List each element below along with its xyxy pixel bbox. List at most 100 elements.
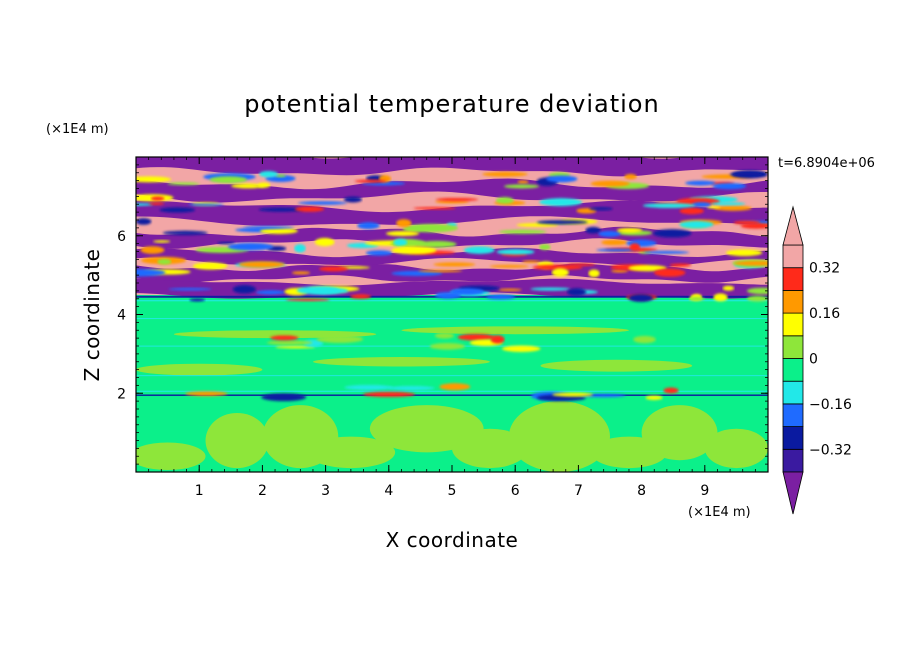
interface-speckle (319, 266, 348, 272)
interface-speckle (628, 294, 654, 302)
colorbar-tick-label: −0.32 (809, 442, 852, 458)
x-axis: 1 2 3 4 5 6 7 8 9 (148, 157, 769, 499)
y-tick-label: 6 (117, 229, 126, 245)
interface-speckle (238, 261, 286, 268)
colorbar-bin (782, 289, 804, 314)
interface-speckle (217, 241, 235, 245)
interface-speckle (669, 263, 692, 267)
interface-speckle (740, 223, 768, 229)
interface-speckle (496, 249, 535, 255)
x-tick-label: 4 (384, 483, 393, 499)
interface-speckle (316, 335, 364, 343)
colorbar-bin (782, 403, 804, 427)
interface-speckle (417, 240, 457, 248)
interface-speckle (722, 285, 735, 291)
interface-speckle (303, 339, 324, 347)
interface-speckle (153, 240, 171, 243)
time-label: t=6.8904e+06 (778, 156, 875, 171)
interface-speckle (596, 248, 640, 252)
colorbar-over-triangle (782, 205, 804, 246)
interface-speckle (590, 180, 630, 187)
interface-speckle (434, 332, 454, 339)
contour-field (136, 157, 768, 472)
x-tick-label: 8 (637, 483, 646, 499)
filament (136, 390, 768, 392)
interface-speckle (162, 230, 208, 236)
lime-patch (401, 326, 629, 335)
lime-patch (540, 359, 693, 372)
lime-patch (136, 363, 263, 376)
interface-speckle (357, 222, 380, 230)
interface-speckle (296, 286, 340, 295)
interface-speckle (209, 176, 248, 184)
filament (136, 375, 768, 377)
interface-speckle (733, 220, 761, 225)
interface-speckle (551, 268, 569, 277)
filament (136, 300, 768, 302)
interface-speckle (537, 220, 588, 225)
interface-speckle (645, 395, 663, 400)
interface-speckle (388, 385, 435, 391)
interface-speckle (688, 297, 705, 301)
lime-patch (205, 412, 269, 469)
interface-speckle (150, 196, 165, 201)
interface-speckle (433, 262, 476, 267)
interface-speckle (439, 383, 471, 391)
interface-speckle (413, 207, 456, 210)
interface-speckle (567, 263, 596, 267)
interface-speckle (148, 202, 165, 205)
interface-speckle (259, 170, 278, 178)
interface-speckle (585, 226, 601, 234)
interface-speckle (624, 173, 637, 180)
y-tick-label: 4 (117, 308, 126, 324)
colorbar-bin (782, 267, 804, 291)
interface-speckle (496, 197, 514, 204)
interface-speckle (136, 269, 166, 277)
interface-speckle (314, 237, 335, 247)
interface-speckle (663, 387, 679, 394)
x-unit-label: (×1E4 m) (688, 505, 751, 520)
interface-speckle (653, 268, 686, 277)
interface-speckle (136, 218, 152, 225)
interface-speckle (567, 288, 587, 296)
interface-speckle (450, 288, 485, 296)
interface-speckle (255, 290, 286, 295)
interface-speckle (396, 219, 412, 228)
interface-speckle (457, 333, 495, 341)
interface-speckle (521, 260, 541, 263)
interface-speckle (159, 207, 196, 213)
interface-speckle (189, 298, 205, 302)
interface-speckle (503, 184, 540, 189)
interface-speckle (391, 270, 443, 276)
colorbar: −0.32 −0.16 0 0.16 0.32 (782, 205, 852, 515)
chart-title: potential temperature deviation (244, 90, 659, 118)
interface-speckle (157, 258, 172, 265)
interface-speckle (616, 227, 643, 233)
interface-speckle (517, 180, 529, 184)
interface-speckle (275, 174, 287, 178)
interface-speckle (429, 343, 466, 350)
interface-speckle (185, 391, 228, 396)
interface-speckle (588, 269, 600, 278)
x-tick-label: 5 (448, 483, 457, 499)
interface-speckle (393, 238, 408, 247)
interface-speckle (685, 180, 716, 186)
interface-speckle (350, 294, 372, 299)
interface-speckle (294, 206, 325, 212)
colorbar-bin (782, 426, 804, 450)
interface-speckle (435, 197, 479, 202)
interface-speckle (261, 393, 307, 402)
x-axis-label: X coordinate (386, 528, 519, 552)
y-tick-label: 2 (117, 386, 126, 402)
x-tick-label: 9 (700, 483, 709, 499)
colorbar-tick-label: 0.32 (809, 261, 840, 277)
interface-speckle (502, 345, 541, 352)
interface-speckle (291, 271, 311, 275)
filament (136, 394, 768, 397)
interface-speckle (713, 205, 752, 211)
interface-speckle (363, 391, 415, 397)
interface-speckle (734, 260, 768, 266)
interface-speckle (285, 298, 330, 302)
interface-speckle (385, 230, 420, 237)
colorbar-tick-label: 0.16 (809, 306, 840, 322)
